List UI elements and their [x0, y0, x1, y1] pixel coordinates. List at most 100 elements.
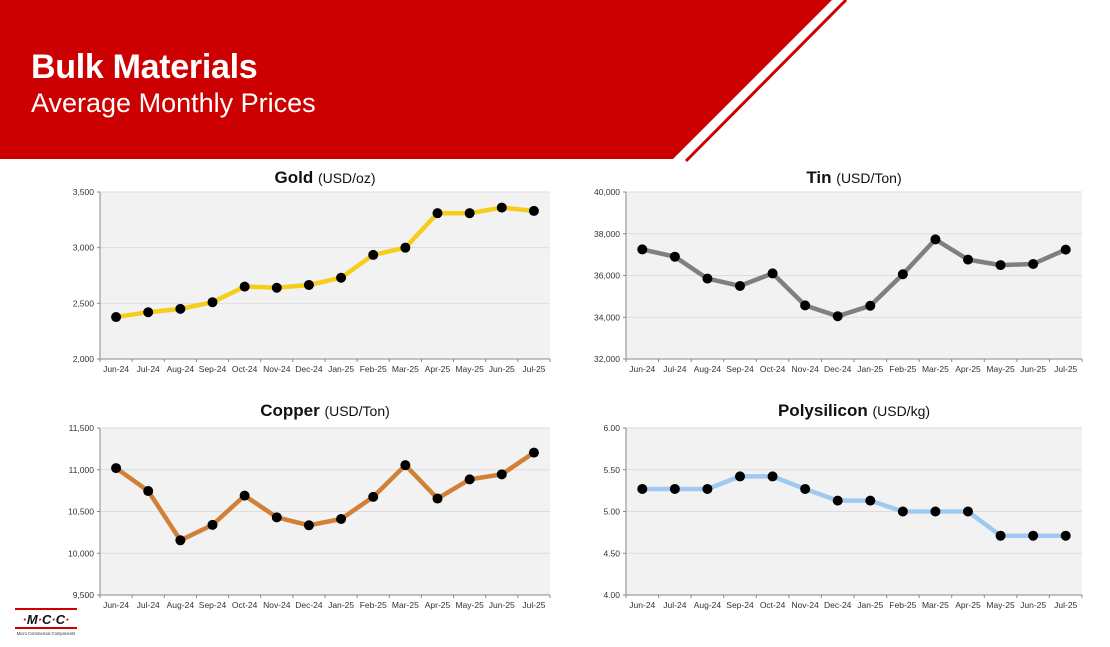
x-tick-label: Jul-25 [1054, 600, 1077, 610]
data-point [735, 280, 745, 291]
x-tick-label: Jan-25 [857, 364, 883, 374]
data-point [637, 483, 648, 494]
y-tick-label: 32,000 [594, 354, 620, 364]
x-tick-label: Nov-24 [791, 600, 819, 610]
data-point [496, 202, 507, 213]
x-tick-label: May-25 [455, 364, 484, 374]
data-point [767, 268, 778, 279]
x-tick-label: Mar-25 [392, 364, 419, 374]
y-tick-label: 36,000 [594, 271, 620, 281]
data-point [336, 272, 347, 283]
x-tick-label: Jan-25 [857, 600, 883, 610]
data-point [464, 474, 475, 485]
x-tick-label: Dec-24 [824, 600, 852, 610]
x-tick-label: Jul-24 [663, 364, 686, 374]
x-tick-label: Oct-24 [760, 600, 786, 610]
y-tick-label: 3,000 [73, 243, 95, 253]
chart-unit: (USD/oz) [317, 170, 376, 186]
x-tick-label: May-25 [986, 600, 1015, 610]
x-tick-label: Mar-25 [922, 364, 949, 374]
data-point [669, 251, 680, 262]
plot-area [100, 192, 550, 359]
x-tick-label: Feb-25 [889, 364, 916, 374]
chart-name: Gold [274, 168, 314, 187]
x-tick-label: Jul-25 [522, 364, 545, 374]
x-tick-label: Aug-24 [694, 364, 722, 374]
y-tick-label: 4.00 [603, 590, 620, 600]
x-tick-label: Jun-25 [1020, 600, 1046, 610]
logo-tagline: Micro Commercial Components [17, 631, 76, 636]
chart-title-gold: Gold (USD/oz) [100, 168, 550, 188]
chart-name: Tin [806, 168, 832, 187]
series-line [640, 237, 1068, 319]
data-point [528, 447, 539, 458]
x-tick-label: Apr-25 [425, 364, 451, 374]
chart-name: Polysilicon [777, 401, 868, 420]
x-tick-label: Jul-25 [522, 600, 545, 610]
y-tick-label: 6.00 [603, 423, 620, 433]
y-tick-label: 5.00 [603, 507, 620, 517]
data-point [368, 249, 379, 260]
x-tick-label: Jul-25 [1054, 364, 1077, 374]
chart-name: Copper [260, 401, 320, 420]
x-tick-label: Mar-25 [922, 600, 949, 610]
x-tick-label: Jun-25 [489, 364, 515, 374]
banner-shape [0, 0, 832, 159]
data-point [1028, 530, 1039, 541]
x-tick-label: Jul-24 [663, 600, 686, 610]
y-tick-label: 40,000 [594, 187, 620, 197]
x-tick-label: Sep-24 [199, 364, 227, 374]
data-point [143, 307, 154, 318]
data-point [271, 512, 282, 523]
y-tick-label: 11,000 [69, 465, 95, 475]
x-tick-label: Jan-25 [328, 364, 354, 374]
data-point [995, 260, 1006, 271]
data-point [735, 471, 745, 482]
chart-unit: (USD/Ton) [324, 403, 390, 419]
x-tick-label: Feb-25 [889, 600, 916, 610]
data-point [496, 469, 507, 480]
data-point [143, 486, 154, 497]
x-tick-label: Aug-24 [694, 600, 722, 610]
x-tick-label: Apr-25 [955, 364, 981, 374]
x-tick-label: Jun-24 [629, 364, 655, 374]
y-tick-label: 38,000 [594, 229, 620, 239]
y-tick-label: 2,500 [73, 298, 95, 308]
x-tick-label: Aug-24 [167, 364, 195, 374]
data-point [800, 483, 811, 494]
x-tick-label: Sep-24 [726, 600, 754, 610]
y-tick-label: 3,500 [73, 187, 95, 197]
company-logo: ·M·C·C· Micro Commercial Components [15, 608, 77, 636]
x-tick-label: Jun-25 [489, 600, 515, 610]
banner-accent-stripe [684, 0, 848, 163]
chart-title-polysilicon: Polysilicon (USD/kg) [626, 401, 1082, 421]
data-point [767, 471, 778, 482]
data-point [1028, 259, 1039, 270]
data-point [207, 297, 218, 308]
data-point [832, 495, 843, 506]
data-point [336, 514, 347, 525]
header-banner [0, 0, 848, 163]
x-tick-label: Jul-24 [137, 364, 160, 374]
x-tick-label: Nov-24 [263, 364, 291, 374]
chart-title-tin: Tin (USD/Ton) [626, 168, 1082, 188]
x-tick-label: Sep-24 [199, 600, 227, 610]
x-tick-label: Jul-24 [137, 600, 160, 610]
data-point [239, 490, 250, 501]
data-point [207, 519, 218, 530]
y-tick-label: 34,000 [594, 312, 620, 322]
page-subtitle: Average Monthly Prices [31, 88, 316, 118]
data-point [432, 493, 443, 504]
x-tick-label: Apr-25 [955, 600, 981, 610]
y-tick-label: 4.50 [603, 548, 620, 558]
x-tick-label: Jun-25 [1020, 364, 1046, 374]
chart-unit: (USD/kg) [872, 403, 931, 419]
series-line [640, 474, 1068, 538]
data-point [930, 234, 941, 245]
data-point [995, 530, 1006, 541]
x-tick-label: Apr-25 [425, 600, 451, 610]
data-point [400, 242, 411, 253]
